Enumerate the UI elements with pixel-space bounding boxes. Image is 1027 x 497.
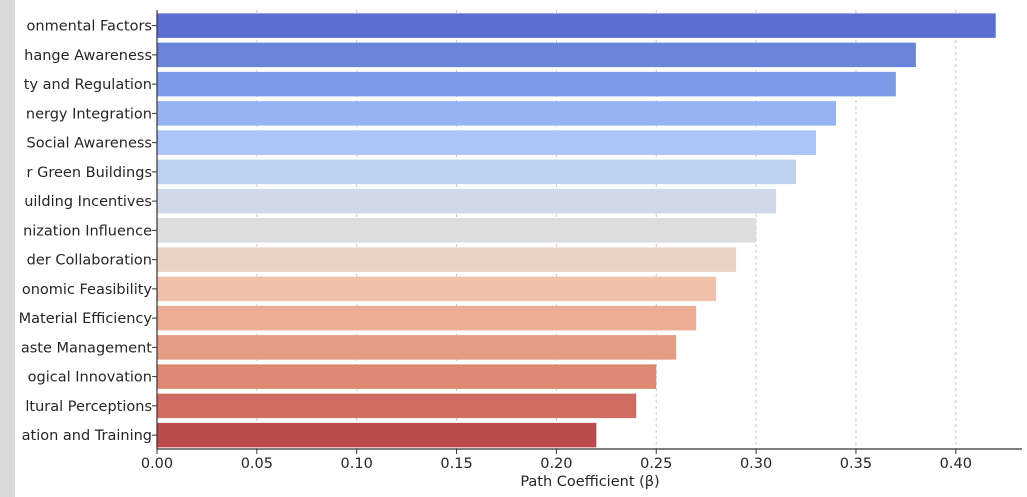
bar [157, 305, 697, 331]
x-tick-label: 0.15 [440, 456, 472, 472]
bar [157, 130, 817, 155]
x-tick-label: 0.25 [640, 456, 672, 472]
y-tick-label: ogical Innovation [28, 370, 152, 386]
x-tick-label: 0.10 [341, 456, 373, 472]
y-tick-label: Social Awareness [27, 136, 152, 152]
y-tick-label: uilding Incentives [24, 194, 152, 210]
y-tick-label: aste Management [21, 340, 152, 356]
x-tick-label: 0.20 [540, 456, 572, 472]
bar [157, 188, 777, 214]
bar [157, 101, 836, 126]
x-tick-label: 0.30 [740, 456, 772, 472]
bar [157, 247, 737, 272]
x-tick-label: 0.00 [141, 456, 173, 472]
y-tick-label: nization Influence [23, 223, 152, 239]
y-tick-label: ation and Training [22, 428, 152, 444]
bar [157, 159, 797, 185]
y-tick-label: der Collaboration [27, 253, 152, 269]
y-tick-label: ty and Regulation [24, 77, 152, 93]
bar [157, 335, 677, 360]
bar [157, 364, 657, 389]
bar [157, 13, 996, 38]
bar [157, 218, 757, 243]
y-tick-label: ltural Perceptions [25, 399, 152, 415]
x-tick-label: 0.05 [241, 456, 273, 472]
x-axis-label: Path Coefficient (β) [520, 474, 659, 490]
y-tick-label: nergy Integration [26, 106, 152, 122]
bar [157, 276, 717, 302]
y-tick-label: hange Awareness [24, 48, 152, 64]
bar [157, 422, 597, 448]
y-tick-label: onmental Factors [27, 19, 152, 35]
bars [157, 13, 996, 448]
axes [156, 10, 1022, 450]
y-tick-labels: onmental Factors hange Awareness ty and Re… [19, 19, 157, 444]
x-tick-label: 0.40 [940, 456, 972, 472]
y-tick-label: Material Efficiency [19, 311, 153, 327]
bar [157, 393, 637, 419]
left-edge-strip [0, 0, 15, 497]
bar [157, 42, 916, 68]
x-tick-label: 0.35 [840, 456, 872, 472]
y-tick-label: onomic Feasibility [22, 282, 153, 298]
bar [157, 71, 896, 97]
x-tick-labels: 0.00 0.05 0.10 0.15 0.20 0.25 0.30 0.35 0.40 [141, 449, 972, 472]
y-tick-label: r Green Buildings [27, 165, 152, 181]
